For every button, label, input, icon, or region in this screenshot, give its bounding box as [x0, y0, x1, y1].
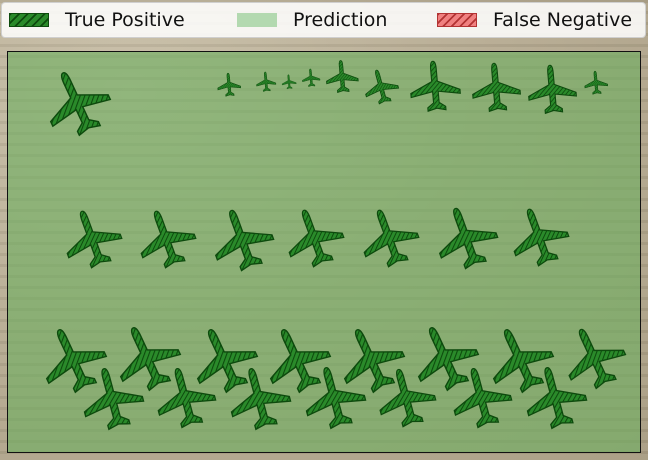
aircraft-true-positive	[103, 313, 190, 400]
aircraft-true-positive	[128, 201, 203, 275]
legend: True Positive Prediction False Negative	[1, 2, 646, 38]
aircraft-true-positive	[281, 73, 297, 90]
aircraft-true-positive	[216, 71, 242, 98]
false-negative-swatch	[437, 13, 477, 27]
aircraft-true-positive	[407, 58, 463, 114]
aircraft-true-positive	[552, 316, 634, 398]
aircraft-true-positive	[501, 199, 576, 273]
aircraft-true-positive	[202, 199, 281, 278]
aircraft-true-positive	[33, 58, 120, 145]
aircraft-true-positive	[351, 200, 426, 274]
aircraft-true-positive	[426, 197, 505, 276]
prediction-overlay	[8, 52, 640, 452]
aircraft-true-positive	[324, 58, 360, 94]
image-frame	[7, 51, 641, 453]
legend-label-false-negative: False Negative	[493, 9, 633, 31]
aircraft-true-positive	[276, 200, 351, 274]
aircraft-true-positive	[525, 62, 579, 116]
legend-label-true-positive: True Positive	[65, 9, 185, 31]
legend-item-true-positive: True Positive	[9, 3, 185, 37]
aircraft-true-positive	[54, 201, 129, 275]
aircraft-true-positive	[301, 67, 321, 88]
aircraft-true-positive	[583, 69, 609, 96]
aircraft-true-positive	[469, 60, 523, 114]
legend-label-prediction: Prediction	[293, 9, 388, 31]
legend-item-prediction: Prediction	[237, 3, 387, 37]
aircraft-true-positive	[359, 65, 402, 108]
aircraft-true-positive	[29, 315, 116, 402]
legend-item-false-negative: False Negative	[437, 3, 632, 37]
aircraft-true-positive	[74, 360, 149, 436]
aircraft-true-positive	[255, 70, 277, 93]
aircraft-true-positive	[253, 315, 340, 402]
true-positive-swatch	[9, 13, 49, 27]
prediction-swatch	[237, 13, 277, 27]
